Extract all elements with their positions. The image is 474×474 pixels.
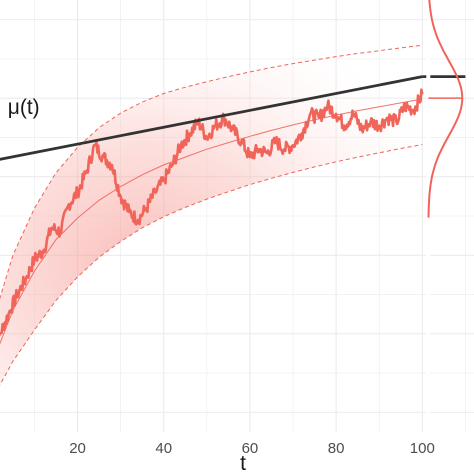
lower-bound-line	[0, 144, 423, 386]
series-lines	[0, 75, 466, 345]
band-fill	[0, 45, 423, 385]
density-curve	[427, 0, 464, 218]
sample-path	[0, 88, 424, 337]
x-tick-label: 100	[410, 440, 435, 457]
x-axis-title: t	[240, 452, 246, 474]
mu-line	[0, 75, 423, 161]
x-tick-label: 40	[155, 440, 172, 457]
upper-bound-line	[0, 44, 423, 300]
confidence-band	[0, 44, 423, 386]
expected-curve	[0, 98, 423, 345]
marginal-density	[426, 0, 464, 432]
x-tick-label: 60	[242, 440, 259, 457]
mu-annotation: μ(t)	[8, 96, 40, 119]
x-tick-label: 80	[328, 440, 345, 457]
x-tick-label: 20	[69, 440, 86, 457]
x-axis-ticks: 20 40 60 80 100	[69, 440, 435, 457]
